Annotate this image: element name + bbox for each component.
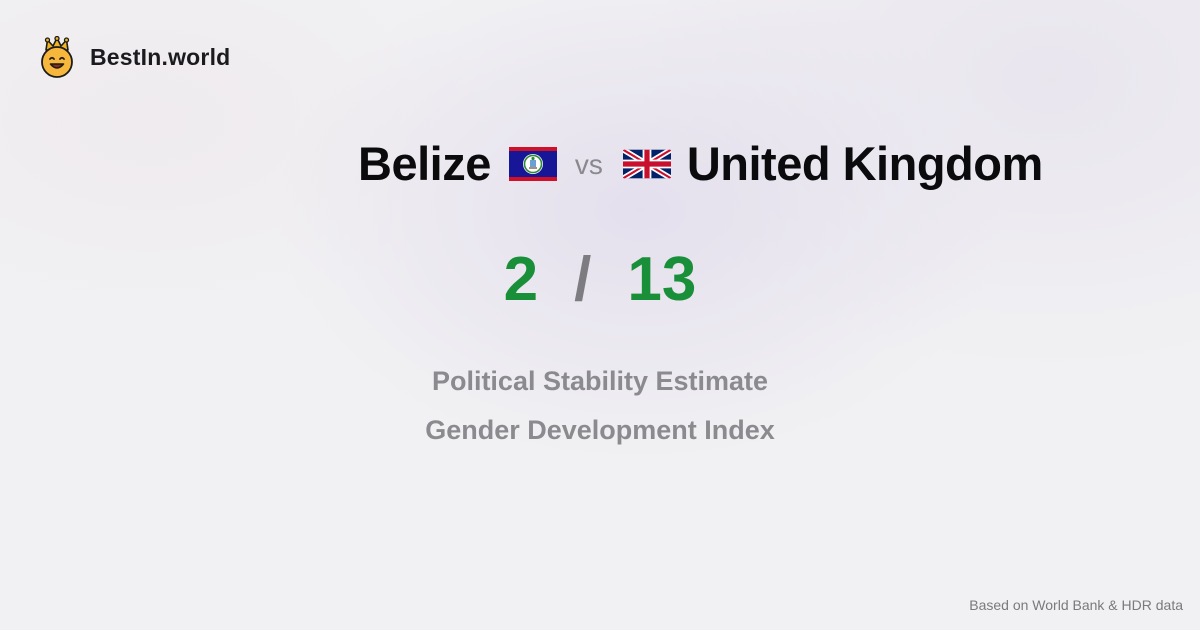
rank-separator: / (574, 245, 592, 314)
country-a-name: Belize (358, 137, 491, 190)
brand-logo[interactable]: BestIn.world (38, 36, 230, 78)
uk-flag-icon (622, 149, 671, 178)
metric-label-b: Gender Development Index (425, 415, 775, 445)
crown-smiley-icon (41, 36, 73, 78)
country-a-rank: 2 (503, 245, 539, 314)
metric-label-a: Political Stability Estimate (431, 366, 769, 396)
brand-name: BestIn.world (90, 43, 231, 70)
rank-comparison: 2 / 13 (0, 244, 1200, 315)
comparison-headline: Belize vs United Kingdom (358, 136, 1043, 191)
country-b-rank: 13 (627, 245, 697, 314)
vs-label: vs (574, 148, 603, 180)
data-source-note: Based on World Bank & HDR data (969, 597, 1183, 613)
country-b-name: United Kingdom (686, 137, 1043, 190)
belize-flag-icon (508, 146, 557, 181)
